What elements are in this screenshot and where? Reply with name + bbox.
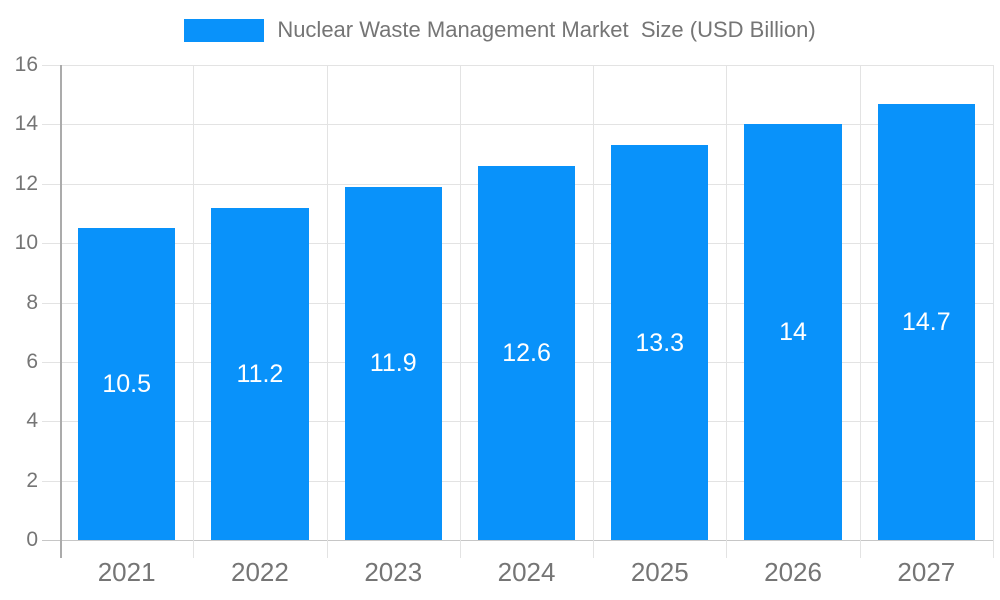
bar-value-label: 14 <box>779 318 807 347</box>
bar[interactable] <box>344 186 442 540</box>
bar-value-label: 12.6 <box>502 339 551 367</box>
bar-value-label: 11.9 <box>369 349 417 378</box>
x-gridline <box>193 65 195 558</box>
bar[interactable] <box>611 145 709 540</box>
x-gridline <box>726 65 728 558</box>
y-tick-label: 0 <box>26 528 38 551</box>
y-tick-label: 8 <box>26 290 38 314</box>
x-tick-label: 2021 <box>97 557 156 587</box>
y-gridline <box>42 65 993 66</box>
bar-value-label: 11.2 <box>236 359 284 388</box>
y-tick-label: 2 <box>26 468 38 492</box>
x-tick-label: 2024 <box>497 557 556 587</box>
x-tick-label: 2025 <box>630 557 689 587</box>
x-gridline <box>859 65 861 558</box>
legend-row: Nuclear Waste Management Market Size (US… <box>0 17 1000 43</box>
x-tick-label: 2023 <box>364 557 423 587</box>
x-gridline <box>593 65 595 558</box>
bar[interactable] <box>477 165 576 540</box>
y-tick-label: 6 <box>26 349 38 373</box>
legend[interactable]: Nuclear Waste Management Market Size (US… <box>184 17 816 43</box>
bar[interactable] <box>78 228 176 540</box>
bar-value-label: 10.5 <box>102 370 151 399</box>
bar[interactable] <box>877 103 975 540</box>
y-tick-label: 4 <box>26 409 38 433</box>
x-tick-label: 2022 <box>231 557 289 587</box>
y-tick-label: 16 <box>14 53 38 76</box>
x-tick-label: 2027 <box>897 557 956 587</box>
plot-area: 10.5 11.2 11.9 12.6 13.3 14 14.7 <box>42 65 994 558</box>
y-tick-label: 10 <box>14 231 38 255</box>
bar-value-label: 13.3 <box>635 328 685 357</box>
y-tick-label: 14 <box>14 112 38 136</box>
bar[interactable] <box>211 207 309 540</box>
legend-swatch-icon <box>184 18 265 42</box>
chart-title: Nuclear Waste Management Market Size (US… <box>277 17 816 42</box>
y-axis-line <box>60 65 62 558</box>
x-gridline <box>993 65 994 558</box>
bar-value-label: 14.7 <box>902 307 951 336</box>
y-gridline <box>42 124 993 126</box>
x-gridline <box>326 65 328 558</box>
x-gridline <box>459 65 461 558</box>
y-tick-label: 12 <box>14 171 38 195</box>
bar[interactable] <box>744 124 842 540</box>
x-axis-baseline <box>42 540 993 541</box>
x-tick-label: 2026 <box>764 557 822 587</box>
